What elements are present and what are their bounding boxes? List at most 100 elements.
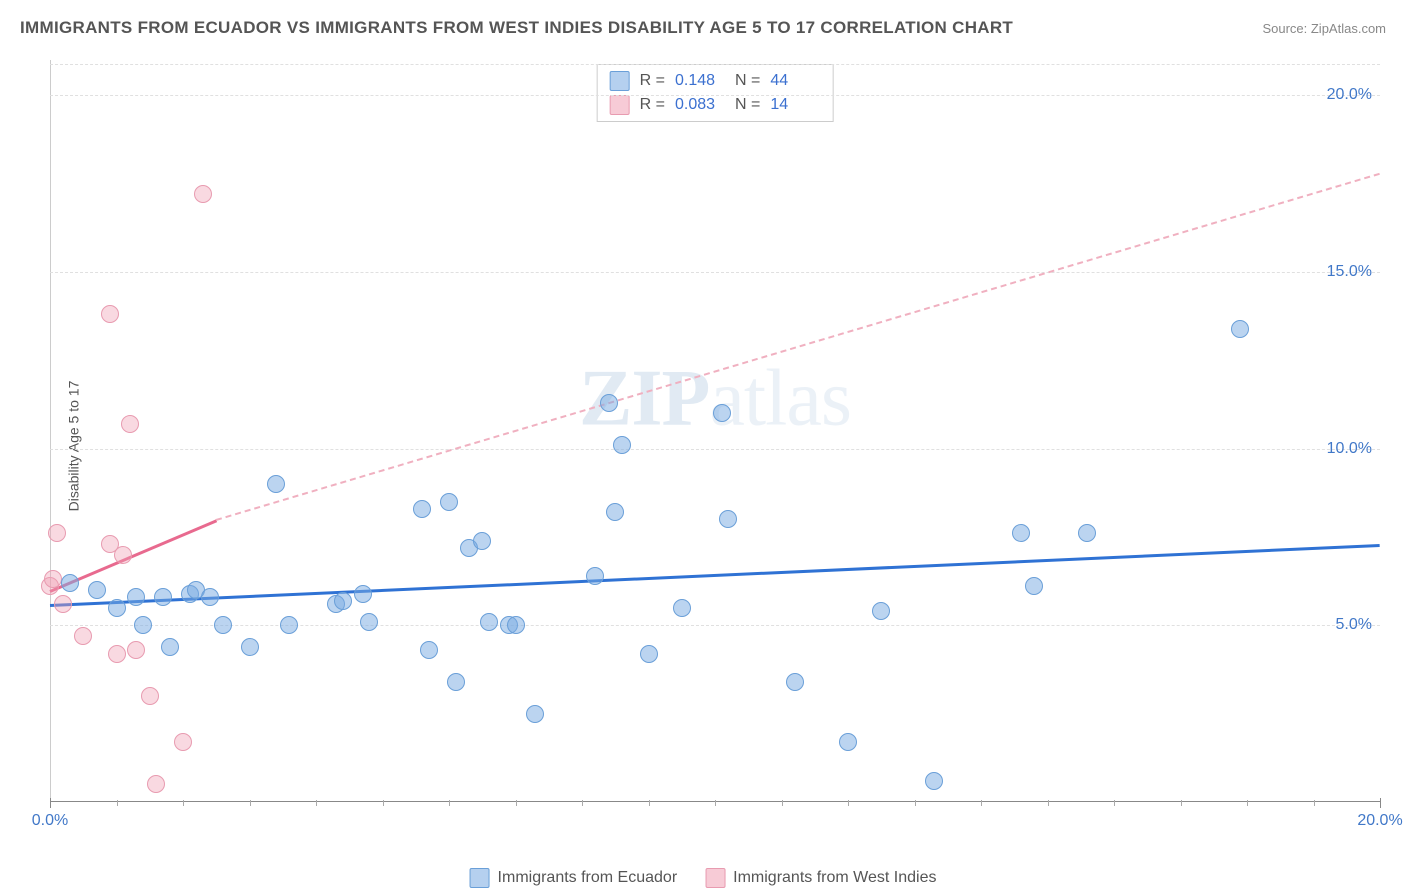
stat-n-value: 14 (770, 96, 820, 114)
correlation-legend: R = 0.148 N = 44 R = 0.083 N = 14 (597, 64, 834, 122)
data-point (201, 588, 219, 606)
series-legend: Immigrants from Ecuador Immigrants from … (470, 868, 937, 888)
swatch-pink-icon (610, 95, 630, 115)
grid-line (50, 625, 1380, 626)
data-point (127, 641, 145, 659)
grid-line (50, 95, 1380, 96)
x-minor-tick (183, 800, 184, 806)
data-point (101, 305, 119, 323)
data-point (174, 733, 192, 751)
stat-row-ecuador: R = 0.148 N = 44 (610, 69, 821, 93)
data-point (839, 733, 857, 751)
x-minor-tick (715, 800, 716, 806)
legend-item-ecuador: Immigrants from Ecuador (470, 868, 678, 888)
x-minor-tick (516, 800, 517, 806)
data-point (360, 613, 378, 631)
data-point (108, 599, 126, 617)
data-point (267, 475, 285, 493)
x-minor-tick (316, 800, 317, 806)
data-point (586, 567, 604, 585)
swatch-blue-icon (610, 71, 630, 91)
x-minor-tick (782, 800, 783, 806)
data-point (48, 524, 66, 542)
data-point (526, 705, 544, 723)
x-minor-tick (1314, 800, 1315, 806)
x-minor-tick (449, 800, 450, 806)
data-point (154, 588, 172, 606)
data-point (141, 687, 159, 705)
data-point (640, 645, 658, 663)
x-major-tick (1380, 798, 1381, 808)
x-minor-tick (117, 800, 118, 806)
swatch-pink-icon (705, 868, 725, 888)
data-point (214, 616, 232, 634)
x-minor-tick (250, 800, 251, 806)
data-point (440, 493, 458, 511)
data-point (786, 673, 804, 691)
data-point (127, 588, 145, 606)
data-point (447, 673, 465, 691)
trend-line (50, 544, 1380, 607)
data-point (121, 415, 139, 433)
x-minor-tick (1247, 800, 1248, 806)
data-point (600, 394, 618, 412)
data-point (613, 436, 631, 454)
stat-row-westindies: R = 0.083 N = 14 (610, 93, 821, 117)
y-tick-label: 15.0% (1327, 263, 1372, 281)
data-point (334, 592, 352, 610)
data-point (925, 772, 943, 790)
data-point (673, 599, 691, 617)
x-minor-tick (582, 800, 583, 806)
data-point (241, 638, 259, 656)
chart-title: IMMIGRANTS FROM ECUADOR VS IMMIGRANTS FR… (20, 18, 1013, 38)
y-tick-label: 5.0% (1336, 616, 1372, 634)
stat-r-value: 0.083 (675, 96, 725, 114)
x-minor-tick (848, 800, 849, 806)
data-point (88, 581, 106, 599)
data-point (872, 602, 890, 620)
data-point (1025, 577, 1043, 595)
grid-line (50, 272, 1380, 273)
x-minor-tick (383, 800, 384, 806)
stat-r-value: 0.148 (675, 72, 725, 90)
y-axis-line (50, 60, 51, 802)
stat-n-label: N = (735, 72, 760, 90)
stat-r-label: R = (640, 72, 665, 90)
grid-line (50, 449, 1380, 450)
data-point (713, 404, 731, 422)
x-minor-tick (1181, 800, 1182, 806)
data-point (161, 638, 179, 656)
x-minor-tick (981, 800, 982, 806)
data-point (54, 595, 72, 613)
stat-n-label: N = (735, 96, 760, 114)
data-point (473, 532, 491, 550)
data-point (44, 570, 62, 588)
x-minor-tick (1048, 800, 1049, 806)
legend-label: Immigrants from West Indies (733, 869, 936, 887)
data-point (606, 503, 624, 521)
data-point (1078, 524, 1096, 542)
x-tick-label: 20.0% (1357, 812, 1402, 830)
data-point (114, 546, 132, 564)
data-point (1012, 524, 1030, 542)
x-minor-tick (1114, 800, 1115, 806)
stat-r-label: R = (640, 96, 665, 114)
data-point (413, 500, 431, 518)
data-point (147, 775, 165, 793)
data-point (420, 641, 438, 659)
legend-item-westindies: Immigrants from West Indies (705, 868, 936, 888)
x-major-tick (50, 798, 51, 808)
stat-n-value: 44 (770, 72, 820, 90)
data-point (480, 613, 498, 631)
data-point (280, 616, 298, 634)
data-point (507, 616, 525, 634)
data-point (61, 574, 79, 592)
chart-header: IMMIGRANTS FROM ECUADOR VS IMMIGRANTS FR… (20, 18, 1386, 38)
x-tick-label: 0.0% (32, 812, 68, 830)
data-point (719, 510, 737, 528)
chart-plot-area: ZIPatlas R = 0.148 N = 44 R = 0.083 N = … (50, 60, 1380, 830)
chart-source: Source: ZipAtlas.com (1262, 21, 1386, 36)
data-point (354, 585, 372, 603)
data-point (194, 185, 212, 203)
y-tick-label: 10.0% (1327, 440, 1372, 458)
